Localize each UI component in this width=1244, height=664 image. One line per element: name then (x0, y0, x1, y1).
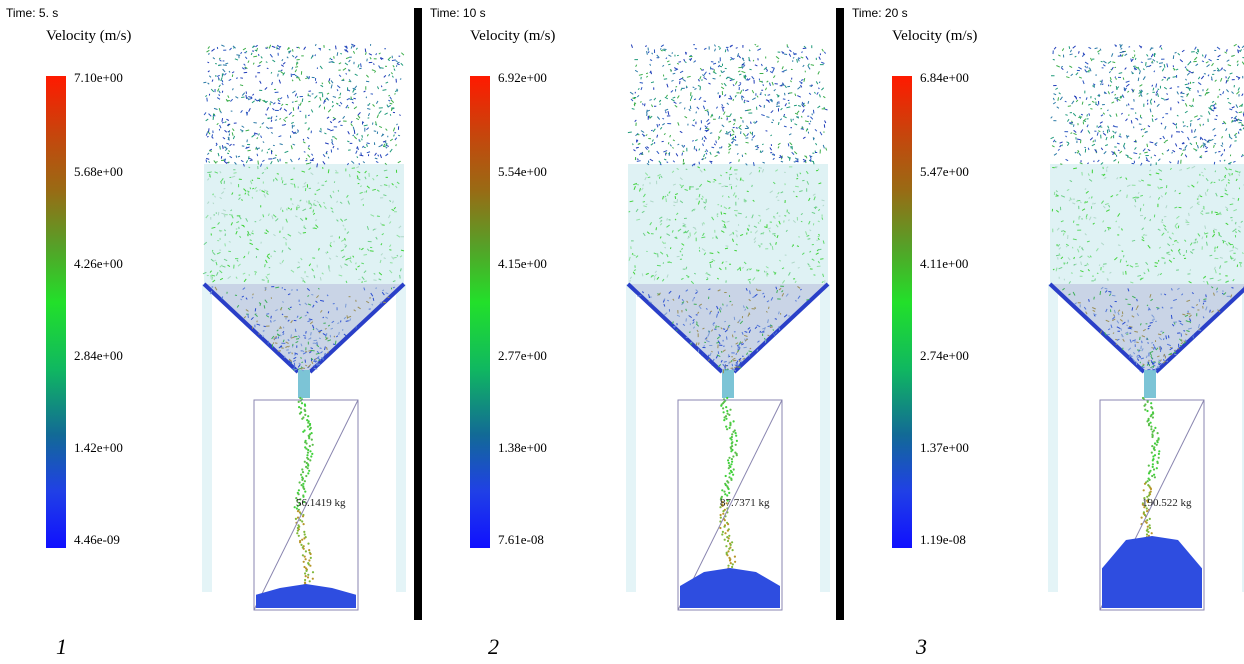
tick-label: 5.68e+00 (74, 164, 123, 179)
time-label: Time: 20 s (852, 6, 908, 20)
mass-label: 190.522 kg (1142, 497, 1192, 509)
tick-label: 7.61e-08 (498, 532, 544, 547)
tick-label: 1.19e-08 (920, 532, 966, 547)
mass-label: 87.7371 kg (720, 497, 770, 509)
tick-label: 4.11e+00 (920, 256, 969, 271)
tick-label: 2.77e+00 (498, 348, 547, 363)
collection-box (253, 399, 359, 611)
particle-pile (256, 584, 356, 608)
panel-3: Time: 20 s Velocity (m/s) 6.84e+00 5.47e… (846, 0, 1244, 620)
tick-label: 4.15e+00 (498, 256, 547, 271)
time-label: Time: 5. s (6, 6, 59, 20)
box-diagonal (677, 399, 783, 611)
particle-cloud (1050, 43, 1244, 539)
particle-pile (1102, 536, 1202, 608)
panel-separator (836, 8, 844, 620)
particle-cloud (627, 43, 828, 571)
panel-label: 3 (916, 634, 927, 659)
tick-label: 5.47e+00 (920, 164, 969, 179)
particle-cloud (202, 43, 405, 587)
legend-title: Velocity (m/s) (470, 28, 556, 44)
silo-scene: 190.522 kg (1048, 43, 1244, 611)
particle-pile (680, 568, 780, 608)
tick-label: 7.10e+00 (74, 70, 123, 85)
legend-title: Velocity (m/s) (46, 28, 132, 44)
panel-label: 1 (56, 634, 67, 659)
tick-label: 2.74e+00 (920, 348, 969, 363)
silo-structure (1048, 164, 1244, 592)
collection-box (1099, 399, 1205, 611)
collection-box (677, 399, 783, 611)
silo-scene: 87.7371 kg (626, 43, 830, 611)
tick-label: 1.38e+00 (498, 440, 547, 455)
velocity-colorbar (470, 76, 490, 548)
tick-label: 5.54e+00 (498, 164, 547, 179)
box-diagonal (253, 399, 359, 611)
tick-label: 1.37e+00 (920, 440, 969, 455)
silo-scene: 56.1419 kg (202, 43, 406, 611)
tick-label: 6.92e+00 (498, 70, 547, 85)
velocity-colorbar (46, 76, 66, 548)
panel-label: 2 (488, 634, 499, 659)
tick-label: 1.42e+00 (74, 440, 123, 455)
panel-separator (414, 8, 422, 620)
tick-label: 2.84e+00 (74, 348, 123, 363)
time-label: Time: 10 s (430, 6, 486, 20)
legend-title: Velocity (m/s) (892, 28, 978, 44)
tick-label: 4.46e-09 (74, 532, 120, 547)
tick-label: 4.26e+00 (74, 256, 123, 271)
mass-label: 56.1419 kg (296, 497, 346, 509)
tick-label: 6.84e+00 (920, 70, 969, 85)
silo-structure (202, 164, 406, 592)
panel-1: Time: 5. s Velocity (m/s) 7.10e+00 5.68e… (0, 0, 412, 620)
velocity-colorbar (892, 76, 912, 548)
panel-2: Time: 10 s Velocity (m/s) 6.92e+00 5.54e… (424, 0, 836, 620)
